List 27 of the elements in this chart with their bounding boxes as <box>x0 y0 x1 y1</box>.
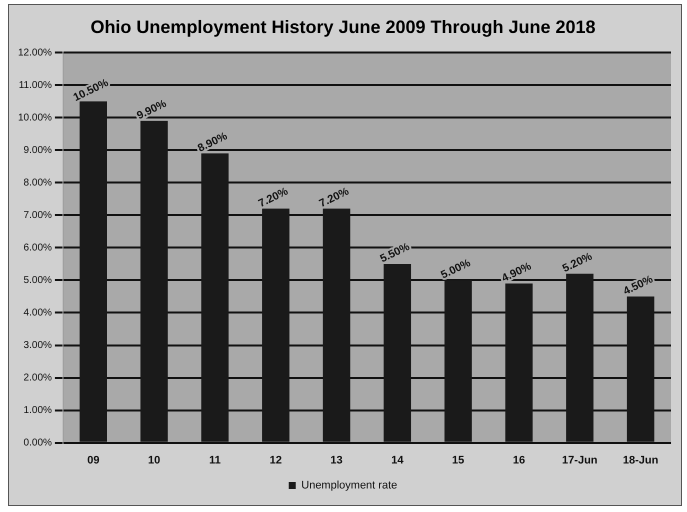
y-tick-label: 9.00% <box>24 144 52 156</box>
data-label: 9.90% <box>135 98 169 122</box>
y-tick-label: 2.00% <box>24 372 52 384</box>
x-tick-label: 16 <box>512 454 526 466</box>
y-tick-label: 12.00% <box>18 47 52 58</box>
y-tick-label: 0.00% <box>24 438 52 449</box>
data-label: 4.90% <box>500 260 534 285</box>
legend-label: Unemployment rate <box>301 480 398 492</box>
x-tick-label: 10 <box>148 454 160 466</box>
x-tick-label: 11 <box>209 454 221 466</box>
x-tick-label: 17-Jun <box>562 454 598 466</box>
x-tick-label: 18-Jun <box>622 454 659 466</box>
y-tick-label: 5.00% <box>24 274 52 286</box>
y-tick-label: 6.00% <box>24 242 52 254</box>
y-tick-label: 4.00% <box>24 307 52 318</box>
y-tick-label: 11.00% <box>18 80 52 91</box>
chart-title: Ohio Unemployment History June 2009 Through June 2018 <box>90 16 596 37</box>
x-tick-label: 09 <box>87 454 100 466</box>
x-tick-label: 15 <box>452 454 464 466</box>
y-tick-label: 8.00% <box>24 177 52 188</box>
y-tick-label: 3.00% <box>24 340 52 351</box>
y-tick-label: 10.00% <box>18 112 52 124</box>
y-tick-label: 7.00% <box>24 210 52 221</box>
y-tick-label: 1.00% <box>24 405 52 416</box>
x-tick-label: 12 <box>270 454 282 466</box>
x-tick-label: 13 <box>330 454 343 466</box>
x-tick-label: 14 <box>391 454 404 466</box>
